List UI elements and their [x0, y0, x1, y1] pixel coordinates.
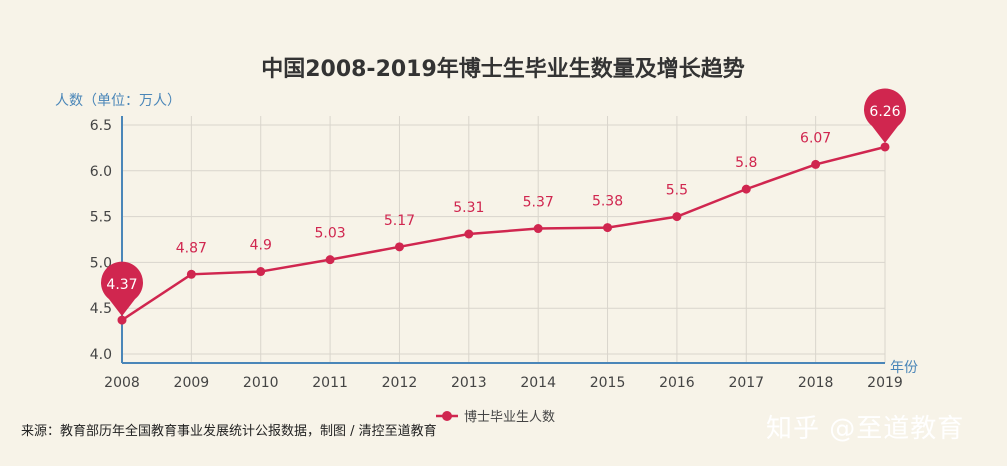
chart-container: 中国2008-2019年博士生毕业生数量及增长趋势人数（单位：万人） 年份 4.0 4… — [0, 0, 1007, 466]
x-tick-label: 2016 — [659, 375, 695, 391]
legend-swatch-dot — [442, 411, 452, 421]
y-tick-label: 6.5 — [90, 118, 112, 134]
x-tick-label: 2018 — [798, 375, 834, 391]
data-point — [742, 185, 751, 194]
pin-label: 6.26 — [869, 104, 900, 120]
x-tick-label: 2009 — [174, 375, 210, 391]
x-tick-label: 2011 — [312, 375, 348, 391]
data-label: 5.5 — [666, 183, 688, 199]
line-chart: 中国2008-2019年博士生毕业生数量及增长趋势人数（单位：万人） 年份 4.0 4… — [0, 0, 1007, 466]
y-tick-label: 5.5 — [90, 210, 112, 226]
data-point — [603, 223, 612, 232]
y-tick-label: 4.5 — [90, 301, 112, 317]
x-tick-label: 2019 — [867, 375, 903, 391]
data-point — [811, 160, 820, 169]
x-tick-label: 2014 — [520, 375, 556, 391]
legend-label: 博士毕业生人数 — [464, 410, 555, 425]
source-note: 来源：教育部历年全国教育事业发展统计公报数据，制图 / 清控至道教育 — [21, 420, 437, 439]
y-axis-title: 人数（单位：万人） — [55, 93, 181, 109]
data-label: 5.03 — [315, 226, 346, 242]
data-label: 6.07 — [800, 130, 831, 146]
data-point — [395, 242, 404, 251]
y-tick-label: 6.0 — [90, 164, 112, 180]
data-label: 5.31 — [453, 200, 484, 216]
data-label: 5.38 — [592, 194, 623, 210]
data-label: 5.17 — [384, 213, 415, 229]
data-label: 5.37 — [523, 195, 554, 211]
watermark: 知乎 @至道教育 — [766, 408, 964, 445]
data-point — [464, 230, 473, 239]
data-label: 4.9 — [250, 238, 272, 254]
data-label: 4.87 — [176, 240, 207, 256]
data-point — [326, 255, 335, 264]
data-point — [256, 267, 265, 276]
x-tick-label: 2012 — [382, 375, 418, 391]
y-tick-label: 4.0 — [90, 347, 112, 363]
series-line — [122, 147, 885, 320]
x-tick-label: 2013 — [451, 375, 487, 391]
data-label: 5.8 — [735, 155, 757, 171]
data-point — [534, 224, 543, 233]
data-point — [118, 316, 127, 325]
x-tick-label: 2017 — [728, 375, 764, 391]
pin-label: 4.37 — [106, 277, 137, 293]
x-axis-title: 年份 — [890, 360, 918, 376]
x-tick-label: 2015 — [590, 375, 626, 391]
data-point — [881, 142, 890, 151]
x-tick-label: 2010 — [243, 375, 279, 391]
data-point — [672, 212, 681, 221]
data-point — [187, 270, 196, 279]
chart-title: 中国2008-2019年博士生毕业生数量及增长趋势 — [261, 56, 745, 82]
x-tick-label: 2008 — [104, 375, 140, 391]
